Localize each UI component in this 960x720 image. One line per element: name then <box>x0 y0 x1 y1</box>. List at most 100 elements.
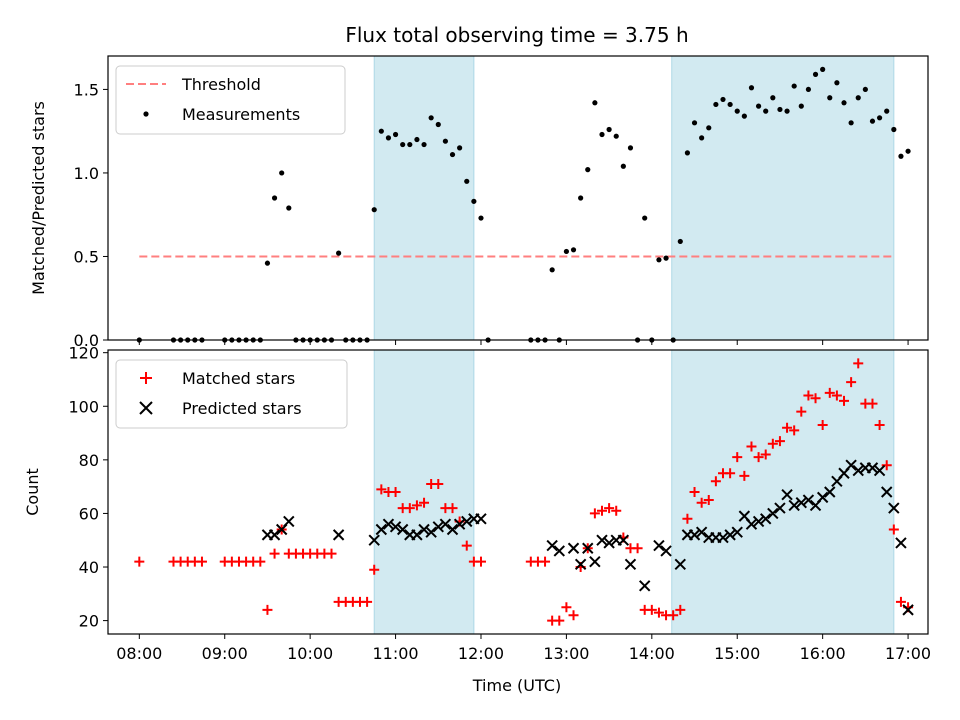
matched-point <box>196 556 207 567</box>
measurement-point <box>820 66 826 72</box>
predicted-point <box>660 545 672 557</box>
measurement-point <box>279 170 285 176</box>
predicted-point <box>617 534 630 546</box>
matched-point <box>475 556 486 567</box>
measurement-point <box>713 101 719 108</box>
matched-point <box>369 564 380 575</box>
measurement-point <box>400 141 406 148</box>
matched-point <box>796 406 807 417</box>
shaded-interval <box>671 349 895 635</box>
predicted-point <box>574 558 587 571</box>
predicted-point <box>781 488 793 501</box>
measurement-point <box>549 267 555 273</box>
predicted-point <box>382 518 395 530</box>
predicted-point <box>674 558 686 571</box>
matched-point <box>846 377 857 388</box>
y-tick-label: 80 <box>79 451 99 470</box>
matched-point <box>874 420 885 431</box>
predicted-point <box>553 545 565 557</box>
predicted-point <box>567 542 580 554</box>
measurement-point <box>271 195 278 201</box>
matched-point <box>668 610 679 621</box>
matched-point <box>746 441 757 452</box>
matched-point <box>540 556 551 567</box>
x-tick-label: 08:00 <box>116 644 162 663</box>
matched-point <box>867 398 878 409</box>
matched-point <box>362 596 373 607</box>
measurement-point <box>748 85 755 91</box>
predicted-point <box>582 542 594 554</box>
predicted-point <box>688 529 701 541</box>
x-axis-label: Time (UTC) <box>472 676 561 695</box>
predicted-point <box>788 499 800 512</box>
matched-point <box>739 470 750 481</box>
legend-box <box>115 65 346 135</box>
measurement-point <box>585 167 591 173</box>
measurement-point <box>378 128 384 134</box>
predicted-point <box>283 515 295 528</box>
matched-point <box>604 503 615 514</box>
predicted-point <box>731 526 743 538</box>
predicted-point <box>795 497 808 509</box>
measurement-point <box>620 163 626 169</box>
axes-frame <box>107 55 929 341</box>
measurement-point <box>905 148 911 154</box>
matched-point <box>782 422 793 433</box>
predicted-point <box>760 513 772 525</box>
shaded-interval <box>671 55 895 341</box>
x-tick-label: 12:00 <box>458 644 504 663</box>
matched-point <box>839 395 850 406</box>
measurement-point <box>442 138 448 144</box>
count-panel: 20 40 60 80 100 120 08:00 09:00 10:00 11:00 12:00 1… <box>23 344 931 663</box>
measurement-point <box>791 83 797 89</box>
matched-point <box>803 390 814 401</box>
measurement-point <box>428 115 434 121</box>
predicted-point <box>724 529 736 541</box>
matched-point <box>831 390 842 401</box>
measurement-point <box>371 207 377 213</box>
predicted-point <box>866 462 879 474</box>
measurement-point <box>727 101 733 108</box>
x-tick-label: 17:00 <box>885 644 931 663</box>
measurement-point <box>784 108 790 114</box>
measurement-point <box>677 238 683 245</box>
predicted-point <box>873 464 886 477</box>
measurement-point <box>898 153 904 159</box>
predicted-point <box>425 526 437 538</box>
matched-point <box>589 508 600 519</box>
measurement-point <box>407 141 413 148</box>
matched-point <box>611 505 622 516</box>
matched-point <box>461 540 472 551</box>
predicted-point <box>745 518 758 530</box>
y-tick-label: 100 <box>68 397 99 416</box>
measurement-point <box>720 96 726 103</box>
predicted-point <box>589 555 601 568</box>
x-tick-label: 09:00 <box>202 644 248 663</box>
legend-box <box>115 359 348 429</box>
matched-point <box>561 602 572 613</box>
measurement-point <box>706 125 712 131</box>
matched-point <box>262 604 273 615</box>
predicted-point <box>418 523 430 536</box>
y-tick-label: 120 <box>68 344 99 363</box>
axes-frame <box>107 349 929 635</box>
matched-point <box>255 556 266 567</box>
legend-measurement-swatch <box>143 111 149 117</box>
matched-point <box>767 438 778 449</box>
legend-predicted-swatch <box>139 401 153 415</box>
predicted-point <box>461 515 473 528</box>
y-tick-label: 0.5 <box>74 247 99 266</box>
matched-point <box>760 449 771 460</box>
measurement-point <box>449 151 456 158</box>
y-tick-label: 60 <box>79 504 99 523</box>
matched-point <box>888 524 899 535</box>
matched-point <box>810 393 821 404</box>
predicted-point <box>695 526 708 538</box>
y-tick-label: 1.5 <box>74 80 99 99</box>
measurement-point <box>805 86 812 93</box>
predicted-point <box>717 531 729 544</box>
measurement-point <box>770 95 776 101</box>
measurement-point <box>414 136 420 143</box>
matched-point <box>853 358 864 369</box>
